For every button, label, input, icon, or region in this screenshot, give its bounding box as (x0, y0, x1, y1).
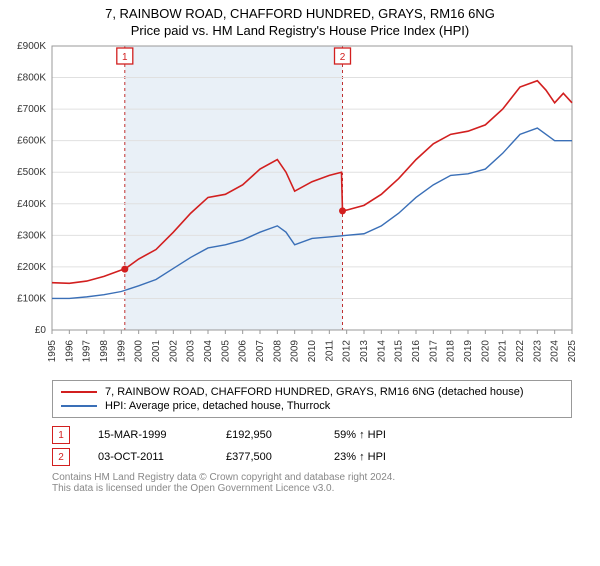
marker-badge: 1 (52, 426, 70, 444)
line-chart: £0 £100K £200K £300K £400K £500K £600K £700K £80… (0, 42, 600, 372)
marker-badge: 2 (52, 448, 70, 466)
x-tick-label: 2000 (134, 340, 145, 363)
x-tick-label: 2018 (446, 340, 457, 363)
x-tick-label: 2002 (168, 340, 179, 363)
x-tick-label: 1996 (64, 340, 75, 363)
sale-marker-1 (121, 266, 128, 273)
marker-table-row: 1 15-MAR-1999 £192,950 59% ↑ HPI (52, 424, 572, 446)
x-tick-label: 2017 (428, 340, 439, 363)
marker-badge-label-1: 1 (122, 52, 128, 63)
footer-line2: This data is licensed under the Open Gov… (52, 483, 572, 494)
x-tick-label: 2012 (342, 340, 353, 363)
x-tick-label: 2010 (307, 340, 318, 363)
marker-table: 1 15-MAR-1999 £192,950 59% ↑ HPI 2 03-OCT-201… (52, 424, 572, 468)
legend-swatch (61, 391, 97, 393)
chart-title-subtitle: Price paid vs. HM Land Registry's House … (0, 23, 600, 38)
marker-date: 03-OCT-2011 (98, 451, 198, 463)
x-tick-label: 1995 (47, 340, 58, 363)
x-tick-label: 2022 (515, 340, 526, 363)
footer: Contains HM Land Registry data © Crown c… (52, 472, 572, 494)
x-tick-label: 2014 (376, 340, 387, 363)
marker-badge-label-2: 2 (340, 52, 346, 63)
x-tick-label: 2023 (532, 340, 543, 363)
x-tick-label: 2016 (411, 340, 422, 363)
marker-table-row: 2 03-OCT-2011 £377,500 23% ↑ HPI (52, 446, 572, 468)
y-tick-label: £0 (35, 325, 47, 336)
x-tick-label: 2025 (567, 340, 578, 363)
legend-row: 7, RAINBOW ROAD, CHAFFORD HUNDRED, GRAYS… (61, 385, 563, 399)
marker-diff: 23% ↑ HPI (334, 451, 424, 463)
x-tick-label: 2004 (203, 340, 214, 363)
x-tick-label: 2024 (550, 340, 561, 363)
footer-line1: Contains HM Land Registry data © Crown c… (52, 472, 572, 483)
x-tick-label: 1997 (82, 340, 93, 363)
shaded-region (125, 46, 343, 330)
x-tick-label: 2007 (255, 340, 266, 363)
x-tick-label: 1999 (116, 340, 127, 363)
marker-date: 15-MAR-1999 (98, 429, 198, 441)
x-tick-label: 2020 (480, 340, 491, 363)
y-tick-label: £400K (17, 199, 46, 210)
legend-swatch (61, 405, 97, 407)
legend: 7, RAINBOW ROAD, CHAFFORD HUNDRED, GRAYS… (52, 380, 572, 418)
marker-price: £192,950 (226, 429, 306, 441)
x-tick-label: 2009 (290, 340, 301, 363)
x-tick-label: 2021 (498, 340, 509, 363)
chart-title-address: 7, RAINBOW ROAD, CHAFFORD HUNDRED, GRAYS… (0, 6, 600, 21)
chart-area: £0 £100K £200K £300K £400K £500K £600K £700K £80… (0, 42, 600, 372)
legend-row: HPI: Average price, detached house, Thur… (61, 399, 563, 413)
legend-label: HPI: Average price, detached house, Thur… (105, 400, 330, 412)
legend-label: 7, RAINBOW ROAD, CHAFFORD HUNDRED, GRAYS… (105, 386, 524, 398)
x-tick-label: 2013 (359, 340, 370, 363)
y-tick-label: £200K (17, 262, 46, 273)
sale-marker-2 (339, 207, 346, 214)
y-tick-label: £300K (17, 230, 46, 241)
x-tick-label: 2008 (272, 340, 283, 363)
x-tick-label: 2011 (324, 340, 335, 362)
y-tick-label: £100K (17, 293, 46, 304)
x-tick-label: 2001 (151, 340, 162, 363)
y-tick-label: £900K (17, 42, 46, 52)
y-tick-label: £600K (17, 136, 46, 147)
x-tick-label: 2005 (220, 340, 231, 363)
x-tick-label: 1998 (99, 340, 110, 363)
y-tick-label: £500K (17, 167, 46, 178)
y-tick-label: £800K (17, 73, 46, 84)
x-tick-label: 2006 (238, 340, 249, 363)
y-tick-label: £700K (17, 104, 46, 115)
marker-diff: 59% ↑ HPI (334, 429, 424, 441)
x-tick-label: 2003 (186, 340, 197, 363)
x-tick-label: 2019 (463, 340, 474, 363)
x-tick-label: 2015 (394, 340, 405, 363)
marker-price: £377,500 (226, 451, 306, 463)
